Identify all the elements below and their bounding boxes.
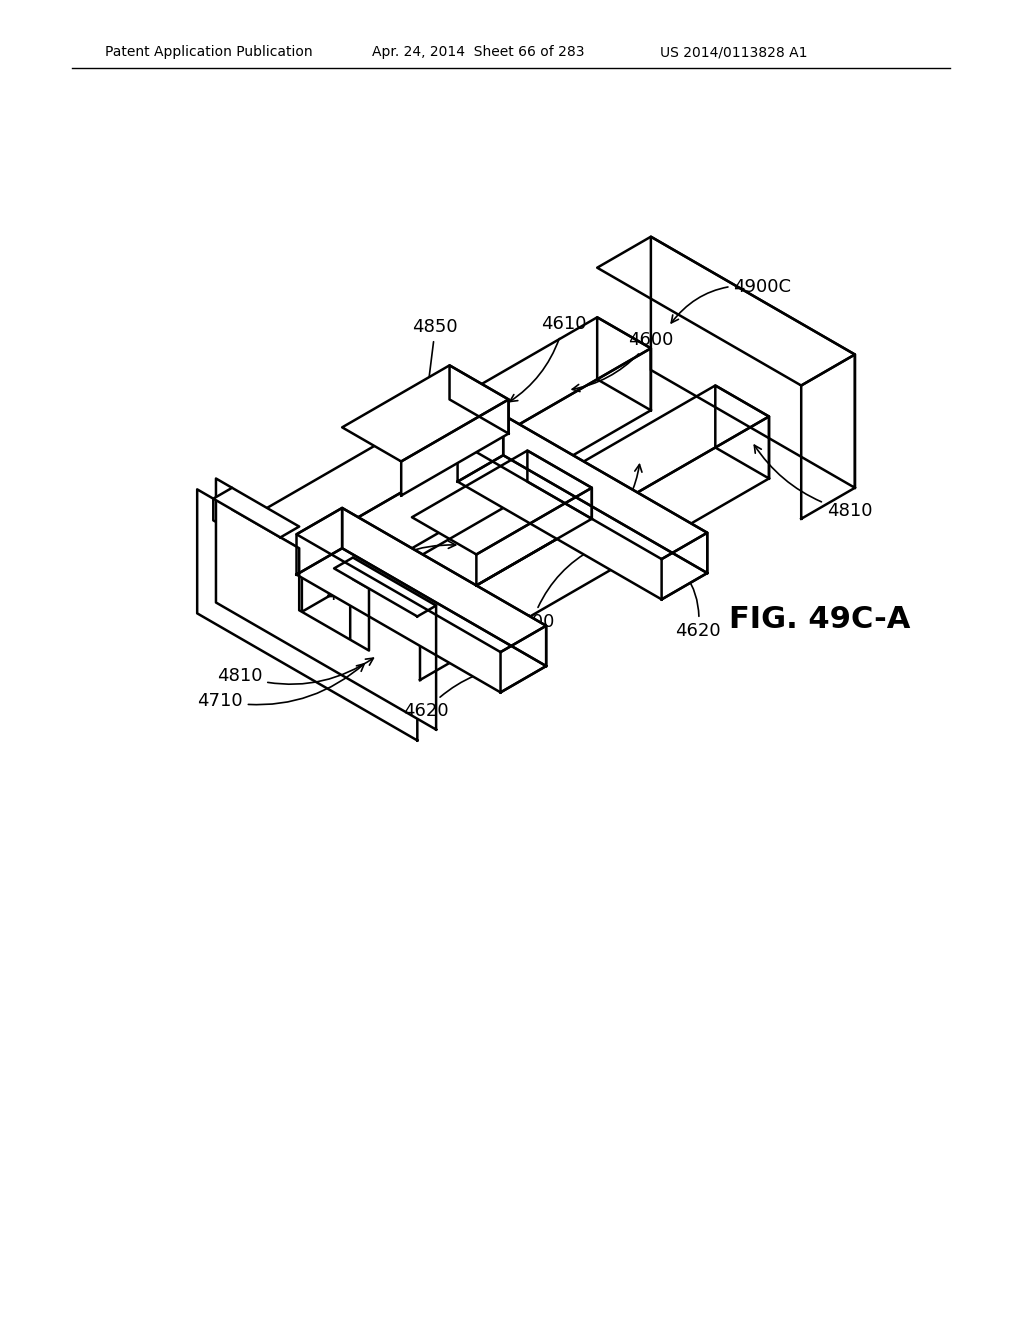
Text: FIG. 49C-A: FIG. 49C-A xyxy=(729,606,910,635)
Text: US 2014/0113828 A1: US 2014/0113828 A1 xyxy=(660,45,808,59)
Polygon shape xyxy=(662,533,708,599)
Text: 4600: 4600 xyxy=(572,331,673,392)
Polygon shape xyxy=(458,414,708,560)
Polygon shape xyxy=(297,548,546,693)
Polygon shape xyxy=(651,236,855,488)
Polygon shape xyxy=(401,400,509,495)
Polygon shape xyxy=(458,414,503,482)
Text: 4600: 4600 xyxy=(510,549,593,631)
Polygon shape xyxy=(412,450,592,554)
Polygon shape xyxy=(248,317,651,550)
Polygon shape xyxy=(450,366,509,433)
Text: 4610: 4610 xyxy=(510,315,587,401)
Polygon shape xyxy=(501,626,546,693)
Polygon shape xyxy=(597,236,855,385)
Polygon shape xyxy=(476,488,592,586)
Polygon shape xyxy=(716,385,769,479)
Text: 4620: 4620 xyxy=(403,663,514,719)
Polygon shape xyxy=(420,417,769,680)
Polygon shape xyxy=(801,355,855,519)
Polygon shape xyxy=(597,317,651,411)
Polygon shape xyxy=(198,490,418,741)
Text: 4840: 4840 xyxy=(325,541,456,605)
Text: 4850: 4850 xyxy=(413,318,458,404)
Polygon shape xyxy=(458,455,708,599)
Polygon shape xyxy=(367,385,769,618)
Text: 4810: 4810 xyxy=(217,659,374,685)
Polygon shape xyxy=(302,348,651,611)
Text: 4620: 4620 xyxy=(675,574,721,640)
Polygon shape xyxy=(334,557,436,616)
Polygon shape xyxy=(297,508,342,574)
Polygon shape xyxy=(213,488,299,537)
Text: 4610: 4610 xyxy=(572,465,642,549)
Text: 4710: 4710 xyxy=(198,664,365,710)
Polygon shape xyxy=(342,366,509,462)
Polygon shape xyxy=(297,508,546,652)
Polygon shape xyxy=(527,450,592,519)
Text: 4810: 4810 xyxy=(755,445,872,520)
Polygon shape xyxy=(216,479,436,730)
Polygon shape xyxy=(503,414,708,573)
Text: Patent Application Publication: Patent Application Publication xyxy=(105,45,312,59)
Text: Apr. 24, 2014  Sheet 66 of 283: Apr. 24, 2014 Sheet 66 of 283 xyxy=(372,45,585,59)
Text: 4900C: 4900C xyxy=(672,277,792,323)
Polygon shape xyxy=(342,508,546,667)
